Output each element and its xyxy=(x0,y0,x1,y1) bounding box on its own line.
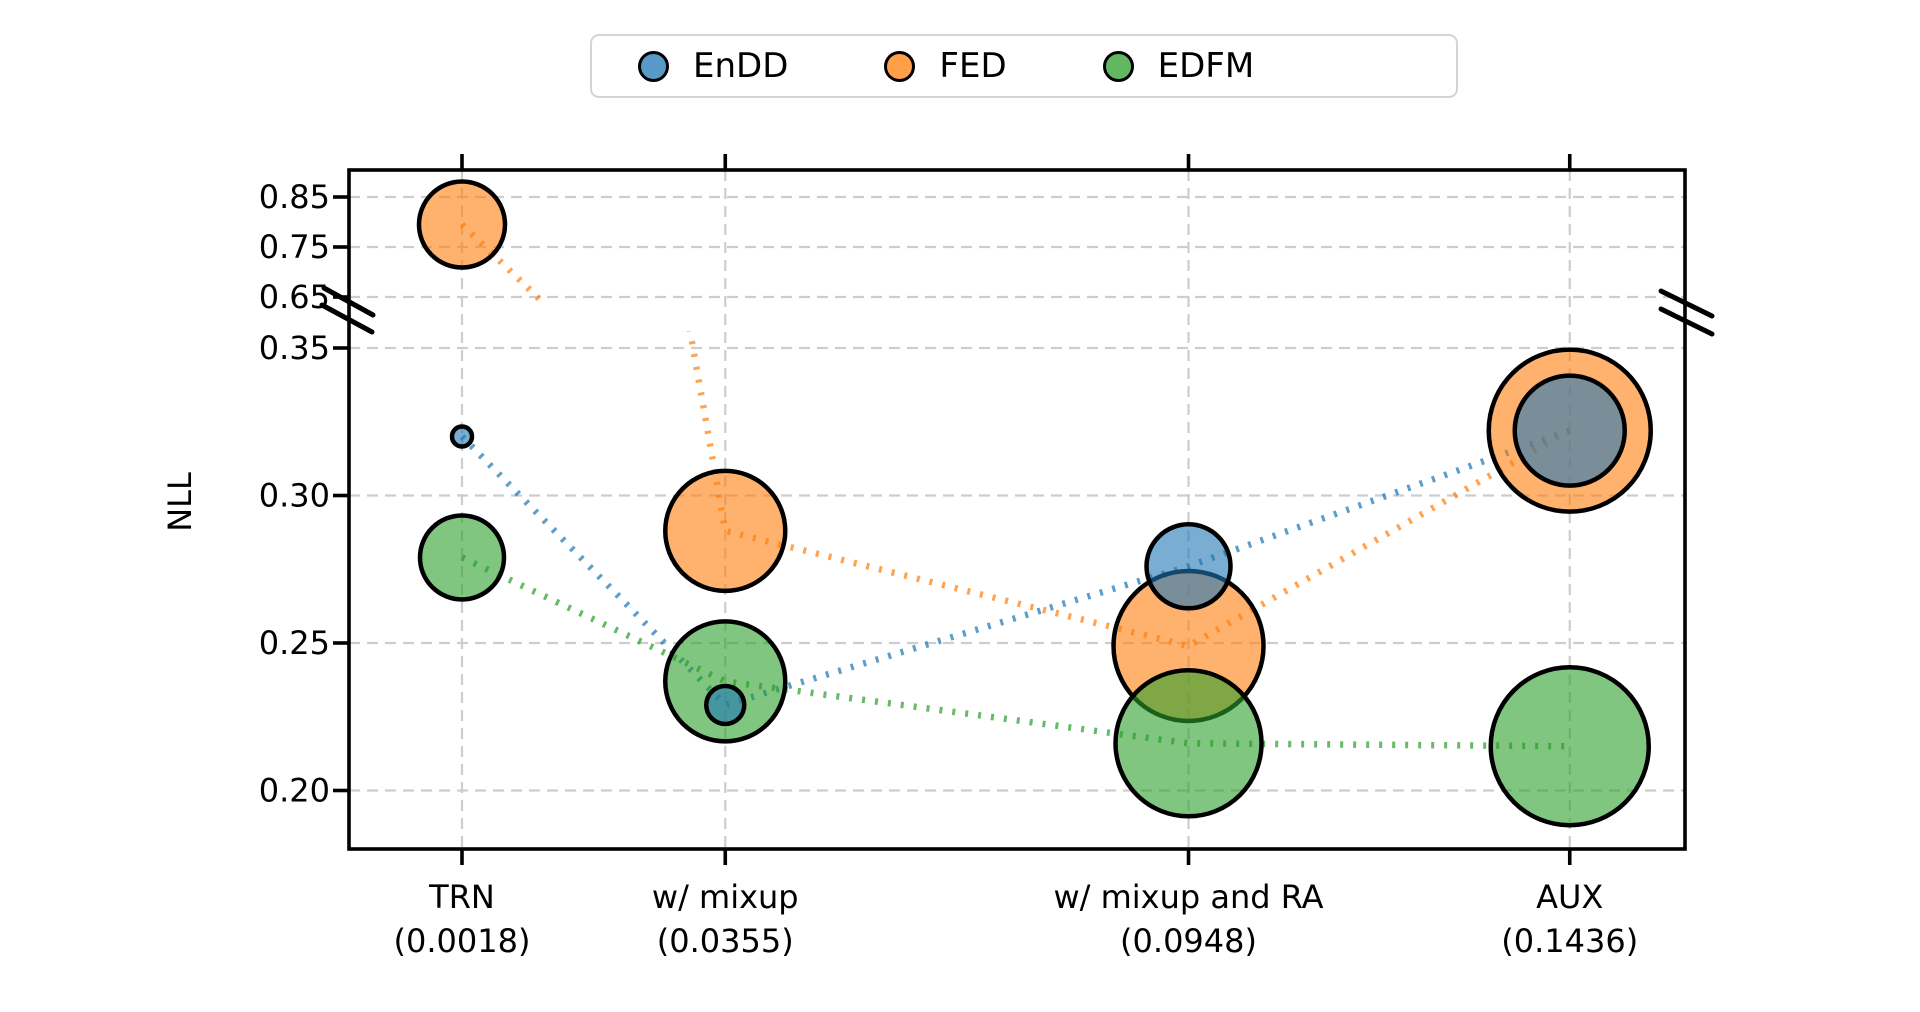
bubble-endd-w-mixup xyxy=(704,683,747,727)
legend-marker-icon xyxy=(884,50,916,82)
legend-marker-icon xyxy=(638,50,669,82)
series-line-endd xyxy=(462,461,1570,508)
bubble-endd-trn xyxy=(449,424,475,449)
legend-marker-icon xyxy=(1102,50,1134,82)
y-tick-labels: 0.85 0.75 0.65 0.35 0.30 0.25 0.20 xyxy=(259,178,330,810)
x-tick-label-category: w/ mixup xyxy=(652,878,799,916)
legend-label: FED xyxy=(939,46,1007,86)
bubble-endd-aux xyxy=(1512,373,1627,488)
bubble-endd-w-mixup-and-ra xyxy=(1144,522,1233,611)
y-tick-label: 0.25 xyxy=(259,624,330,662)
x-tick-label-category: AUX xyxy=(1536,878,1603,916)
axis-ticks xyxy=(333,154,1572,865)
y-tick-label: 0.35 xyxy=(259,329,330,367)
x-tick-label-shift: (0.0018) xyxy=(394,922,531,960)
legend-item-endd: EnDD xyxy=(638,49,788,83)
series-bubbles-edfm xyxy=(417,513,1651,828)
series-lines xyxy=(459,222,1572,750)
x-tick-label-category: TRN xyxy=(428,878,495,916)
x-tick-label-category: w/ mixup and RA xyxy=(1053,878,1323,916)
series-line-fed xyxy=(686,331,1572,650)
x-tick-labels: TRN (0.0018) w/ mixup (0.0355) w/ mixup and … xyxy=(394,878,1639,960)
axis-break-marks xyxy=(319,285,1715,337)
y-tick-label: 0.30 xyxy=(259,477,330,515)
bubble-edfm-w-mixup xyxy=(663,619,788,744)
legend-label: EDFM xyxy=(1157,46,1255,86)
legend-item-edfm: EDFM xyxy=(1102,46,1255,86)
legend-item-fed: FED xyxy=(884,46,1007,86)
y-tick-label: 0.65 xyxy=(259,278,330,316)
series-bubbles-endd xyxy=(449,373,1627,727)
series-line-fed xyxy=(459,222,547,301)
bubble-fed-w-mixup xyxy=(663,468,788,594)
series-line-edfm xyxy=(460,554,1570,750)
bubble-edfm-w-mixup-and-ra xyxy=(1113,668,1264,819)
y-tick-label: 0.85 xyxy=(259,178,330,216)
series-line-endd xyxy=(459,427,1571,709)
series-bubbles-fed xyxy=(416,179,1653,724)
x-tick-label-shift: (0.1436) xyxy=(1501,922,1638,960)
y-tick-label: 0.20 xyxy=(259,772,330,810)
x-tick-label-shift: (0.0355) xyxy=(657,922,794,960)
bubble-edfm-aux xyxy=(1488,665,1651,828)
series-line-edfm xyxy=(462,483,1570,515)
x-tick-label-shift: (0.0948) xyxy=(1120,922,1257,960)
legend: EnDD FED EDFM xyxy=(590,34,1458,98)
bubble-edfm-trn xyxy=(417,513,507,602)
bubble-fed-trn xyxy=(416,179,508,270)
legend-label: EnDD xyxy=(693,46,789,86)
y-tick-label: 0.75 xyxy=(259,228,330,266)
axes-spines xyxy=(347,168,1687,851)
